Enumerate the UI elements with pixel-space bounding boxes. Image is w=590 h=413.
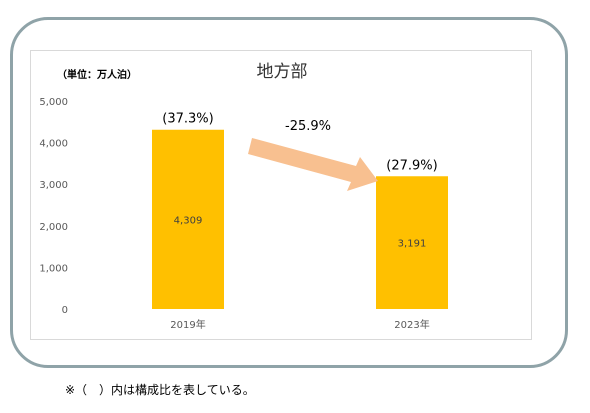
bar-value-label: 4,309 (174, 215, 203, 226)
chart-frame (10, 17, 568, 368)
bar-value-label: 3,191 (398, 239, 427, 250)
x-tick-label: 2019年 (170, 318, 205, 331)
y-tick-label: 2,000 (39, 222, 68, 233)
change-label: -25.9% (285, 119, 331, 134)
chart-title: 地方部 (257, 62, 308, 82)
unit-label: （単位：万人泊） (57, 68, 137, 81)
y-tick-label: 5,000 (39, 97, 68, 108)
y-tick-label: 4,000 (39, 139, 68, 150)
footnote: ※（ ）内は構成比を表している。 (65, 383, 255, 397)
share-label: (37.3%) (162, 112, 213, 127)
y-tick-label: 0 (62, 305, 68, 316)
y-tick-label: 1,000 (39, 263, 68, 274)
y-tick-label: 3,000 (39, 180, 68, 191)
bar (152, 129, 224, 309)
chart-area (30, 50, 532, 340)
share-label: (27.9%) (386, 158, 437, 173)
bar (376, 176, 448, 309)
change-arrow (248, 138, 378, 191)
x-tick-label: 2023年 (394, 318, 429, 331)
